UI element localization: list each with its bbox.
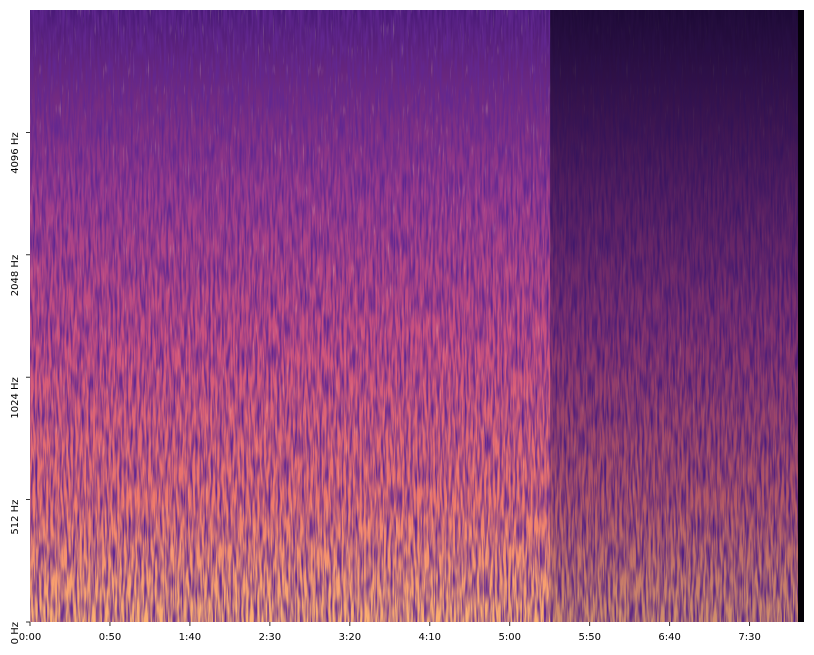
x-tick-label: 7:30 [738,632,760,643]
y-tick-label: 1024 Hz [10,377,21,418]
x-tick-label: 3:20 [339,632,361,643]
y-tick-label: 2048 Hz [10,255,21,296]
x-tick-label: 1:40 [179,632,201,643]
axes: 0:00 0:50 1:40 2:30 3:20 4:10 5:00 5:50 6:40 7:30… [10,131,761,644]
x-tick-label: 6:40 [658,632,680,643]
y-tick-label: 512 Hz [10,500,21,535]
spectrogram-edge [798,10,804,622]
x-tick-label: 5:50 [578,632,600,643]
y-tick-label: 4096 Hz [10,132,21,173]
spectrogram [30,10,804,622]
x-tick-label: 0:00 [19,632,41,643]
y-tick-label: 0 Hz [10,622,21,644]
x-tick-label: 5:00 [499,632,521,643]
spectrogram-quiet-section [550,10,804,622]
x-tick-label: 2:30 [259,632,281,643]
x-tick-label: 0:50 [99,632,121,643]
x-tick-label: 4:10 [419,632,441,643]
